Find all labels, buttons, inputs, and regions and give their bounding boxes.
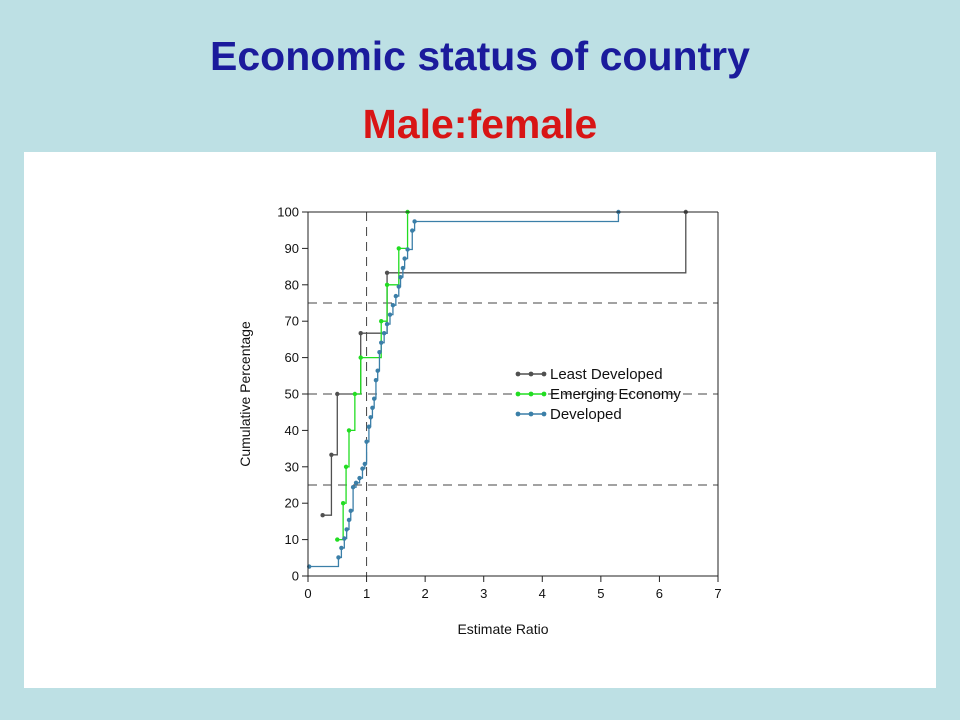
series-2-point	[384, 321, 390, 327]
series-1-point	[335, 537, 340, 542]
series-0-point	[335, 391, 340, 397]
slide-title: Economic status of country	[210, 33, 750, 79]
x-tick-label: 6	[656, 586, 663, 601]
series-2-point	[362, 461, 368, 467]
x-tick-label: 0	[304, 586, 311, 601]
x-axis-title: Estimate Ratio	[457, 621, 548, 637]
series-2-point	[368, 415, 373, 420]
y-tick-label: 0	[292, 569, 299, 584]
series-2-point	[390, 302, 396, 308]
series-2-point	[402, 256, 407, 261]
legend: Least Developed Emerging Economy Developed	[515, 366, 681, 423]
series-2-point	[387, 312, 393, 317]
series-2-point	[381, 331, 387, 336]
series-2-point	[370, 405, 375, 411]
series-line-0	[322, 212, 687, 516]
series-2-point	[405, 247, 410, 252]
series-2-point	[346, 517, 352, 523]
series-1-point	[346, 428, 352, 433]
series-2-point	[339, 545, 344, 551]
series-1-point	[384, 282, 390, 287]
y-tick-label: 20	[285, 496, 299, 511]
series-layer	[306, 209, 688, 569]
y-tick-label: 70	[285, 314, 299, 329]
legend-swatch-marker	[541, 411, 547, 417]
series-2-point	[400, 265, 406, 271]
y-tick-label: 100	[277, 205, 299, 220]
series-2-point	[353, 480, 359, 486]
series-2-point	[398, 274, 403, 280]
series-2-point	[360, 466, 365, 471]
legend-swatch-marker	[515, 391, 521, 397]
series-2-point	[357, 475, 362, 481]
series-1-point	[358, 355, 363, 360]
series-0-point	[320, 513, 325, 518]
x-tick-label: 7	[714, 586, 721, 601]
legend-swatch-marker	[528, 371, 534, 377]
series-0-point	[384, 270, 390, 275]
y-tick-label: 50	[285, 387, 299, 402]
series-1-point	[352, 391, 358, 397]
series-2-point	[412, 219, 417, 224]
x-tick-label: 4	[539, 586, 546, 601]
series-2-point	[350, 484, 356, 490]
legend-swatch-marker	[515, 411, 521, 417]
series-0-point	[329, 452, 334, 457]
series-2-point	[348, 508, 353, 514]
y-axis-title: Cumulative Percentage	[237, 321, 253, 467]
y-tick-label: 30	[285, 459, 299, 474]
series-0-point	[358, 331, 363, 336]
y-tick-label: 80	[285, 277, 299, 292]
series-1-point	[343, 464, 349, 469]
legend-swatch-marker	[541, 391, 547, 397]
series-2-point	[410, 228, 415, 233]
series-1-point	[396, 246, 401, 251]
x-tick-label: 2	[422, 586, 429, 601]
series-2-point	[366, 424, 372, 429]
series-2-point	[375, 368, 380, 373]
legend-swatch-marker	[541, 371, 547, 377]
series-2-point	[364, 439, 369, 444]
series-1-point	[379, 319, 384, 324]
series-2-point	[373, 377, 379, 383]
series-2-point	[377, 349, 382, 355]
legend-swatch-marker	[528, 391, 534, 397]
x-tick-label: 5	[597, 586, 604, 601]
series-2-point	[379, 340, 384, 345]
legend-label: Least Developed	[550, 366, 663, 383]
y-tick-label: 10	[285, 532, 299, 547]
legend-label: Developed	[550, 406, 622, 423]
series-1-point	[340, 501, 346, 506]
series-2-point	[396, 284, 401, 289]
series-2-point	[342, 536, 347, 541]
series-2-point	[336, 555, 341, 560]
legend-label: Emerging Economy	[550, 386, 681, 403]
legend-swatch-marker	[515, 371, 521, 377]
series-2-point	[371, 396, 377, 401]
legend-swatch-marker	[528, 411, 534, 417]
legend-item: Emerging Economy	[515, 386, 681, 403]
x-tick-label: 3	[480, 586, 487, 601]
legend-item: Developed	[515, 406, 622, 423]
y-tick-label: 90	[285, 241, 299, 256]
series-2-point	[344, 527, 349, 532]
chart-panel: 0 1 2 3 4 5 6 7 0 10 20 30 40 50 60 70 80 90 100 Cumulativ…	[24, 152, 936, 688]
series-2-point	[393, 293, 399, 299]
slide-subtitle: Male:female	[362, 101, 598, 147]
series-line-1	[337, 212, 409, 541]
y-tick-label: 60	[285, 350, 299, 365]
y-tick-label: 40	[285, 423, 299, 438]
legend-item: Least Developed	[515, 366, 663, 383]
x-tick-label: 1	[363, 586, 370, 601]
